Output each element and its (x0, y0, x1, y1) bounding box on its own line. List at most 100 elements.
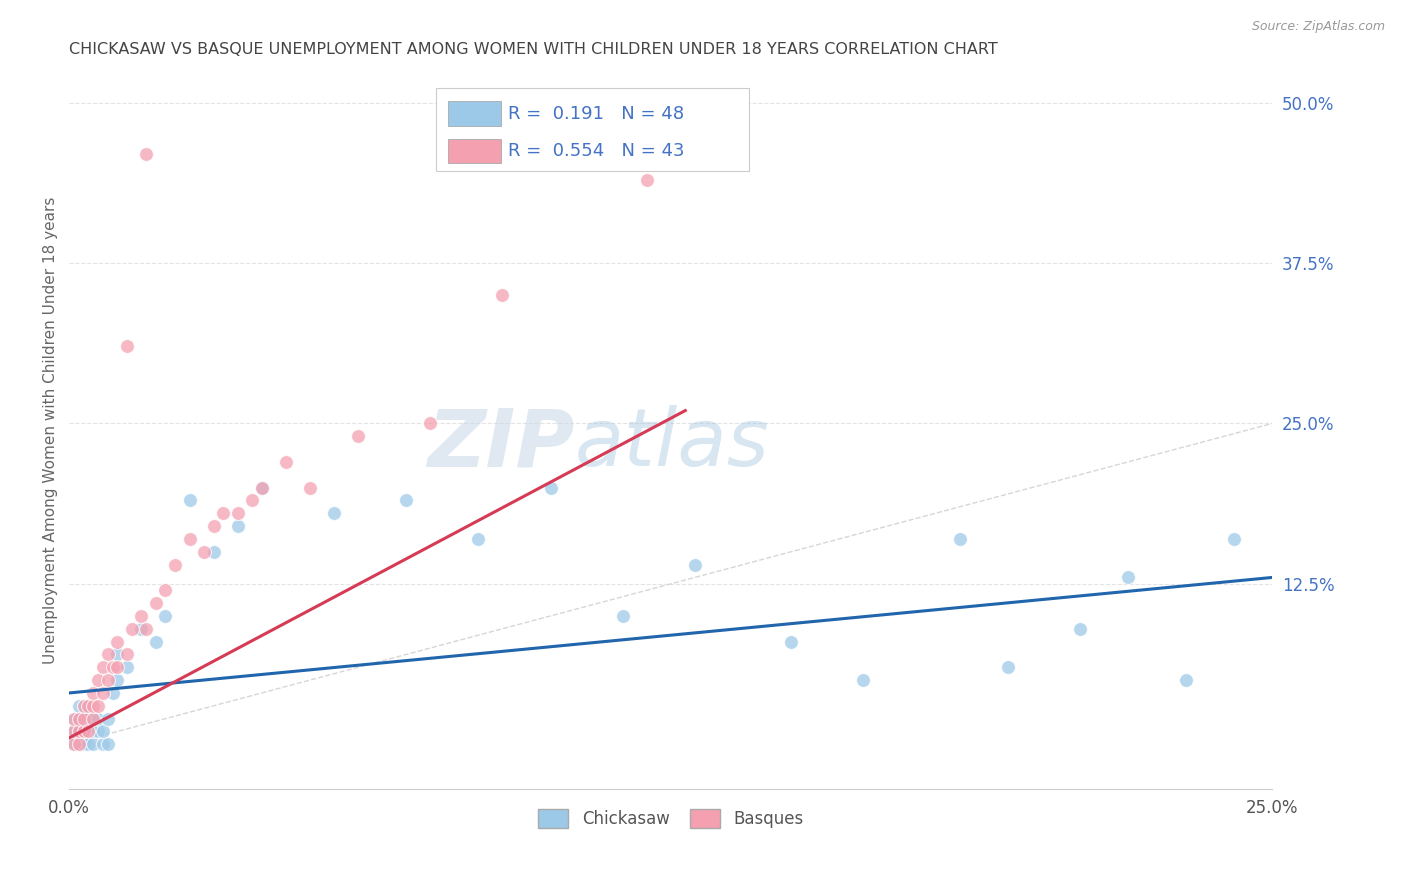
Point (63, 737, 86, 751)
Point (77, 724, 100, 739)
Text: R =  0.554   N = 43: R = 0.554 N = 43 (509, 142, 685, 160)
Point (73, 724, 96, 739)
Point (193, 545, 215, 559)
Point (105, 634, 128, 648)
Point (73, 737, 96, 751)
Point (91, 660, 114, 674)
Point (105, 673, 128, 687)
Point (73, 724, 96, 739)
Point (73, 698, 96, 713)
Point (91, 686, 114, 700)
Point (155, 609, 177, 624)
Point (1116, 570, 1139, 584)
Point (97, 737, 120, 751)
Point (87, 724, 110, 739)
Point (298, 481, 321, 495)
Point (115, 648, 138, 662)
Point (82, 686, 104, 700)
Point (323, 506, 346, 520)
Text: ZIP: ZIP (427, 405, 575, 483)
FancyBboxPatch shape (449, 102, 501, 126)
FancyBboxPatch shape (449, 139, 501, 163)
Point (67, 737, 90, 751)
Point (165, 558, 187, 572)
Point (250, 481, 273, 495)
Point (395, 493, 418, 508)
Point (226, 506, 249, 520)
Point (202, 545, 225, 559)
Point (179, 493, 201, 508)
Point (67, 712, 90, 726)
Point (179, 532, 201, 546)
Point (155, 583, 177, 598)
Point (1069, 622, 1091, 636)
Point (91, 737, 114, 751)
Point (145, 634, 167, 648)
Point (226, 519, 249, 533)
Point (63, 724, 86, 739)
Point (274, 455, 297, 469)
Legend: Chickasaw, Basques: Chickasaw, Basques (531, 803, 810, 835)
Point (67, 737, 90, 751)
Text: Source: ZipAtlas.com: Source: ZipAtlas.com (1251, 20, 1385, 33)
Point (73, 698, 96, 713)
Point (115, 660, 138, 674)
Point (63, 712, 86, 726)
Point (419, 417, 441, 431)
Point (121, 622, 143, 636)
Point (67, 712, 90, 726)
Point (250, 481, 273, 495)
Point (1223, 532, 1246, 546)
Point (77, 698, 100, 713)
Point (491, 288, 513, 302)
Point (82, 712, 104, 726)
Point (82, 712, 104, 726)
Text: CHICKASAW VS BASQUE UNEMPLOYMENT AMONG WOMEN WITH CHILDREN UNDER 18 YEARS CORREL: CHICKASAW VS BASQUE UNEMPLOYMENT AMONG W… (69, 42, 998, 57)
Point (131, 609, 153, 624)
Point (101, 686, 124, 700)
Point (77, 724, 100, 739)
Point (67, 698, 90, 713)
Point (82, 724, 104, 739)
Point (636, 172, 658, 186)
Point (997, 660, 1019, 674)
Point (612, 609, 634, 624)
Point (67, 724, 90, 739)
Point (73, 712, 96, 726)
Point (683, 558, 706, 572)
Point (135, 622, 157, 636)
Point (77, 712, 100, 726)
Point (101, 660, 124, 674)
Point (347, 429, 370, 443)
Point (780, 634, 803, 648)
Y-axis label: Unemployment Among Women with Children Under 18 years: Unemployment Among Women with Children U… (44, 196, 58, 664)
Point (63, 712, 86, 726)
Point (131, 622, 153, 636)
Point (202, 519, 225, 533)
Point (97, 673, 120, 687)
Text: R =  0.191   N = 48: R = 0.191 N = 48 (509, 104, 685, 122)
Point (82, 737, 104, 751)
Point (212, 506, 235, 520)
Point (63, 724, 86, 739)
Point (87, 712, 110, 726)
Point (540, 481, 562, 495)
Point (82, 698, 104, 713)
Point (97, 648, 120, 662)
Point (467, 532, 489, 546)
Point (73, 712, 96, 726)
Point (852, 673, 875, 687)
Text: atlas: atlas (575, 405, 769, 483)
Point (1174, 673, 1197, 687)
Point (948, 532, 970, 546)
Point (135, 146, 157, 161)
Point (105, 660, 128, 674)
Point (91, 724, 114, 739)
Point (87, 673, 110, 687)
Point (63, 737, 86, 751)
Point (240, 493, 263, 508)
Point (105, 648, 128, 662)
Point (115, 339, 138, 353)
Point (67, 724, 90, 739)
Point (145, 596, 167, 610)
